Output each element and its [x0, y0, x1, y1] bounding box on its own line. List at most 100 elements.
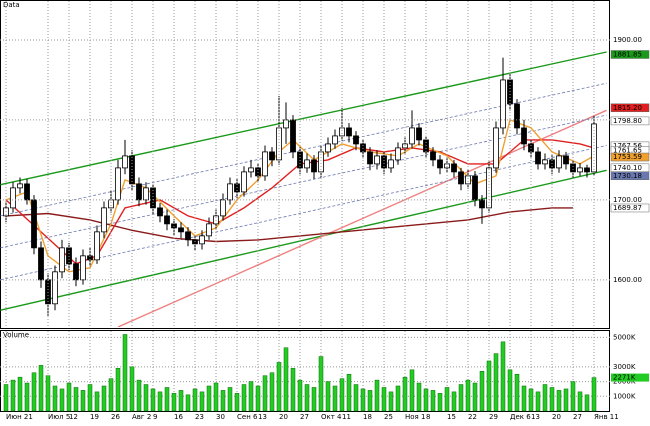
x-tick-label: 27: [300, 413, 309, 421]
volume-bar: [31, 372, 37, 412]
candle-body: [59, 247, 65, 273]
candle-body: [577, 167, 583, 173]
candle-body: [80, 255, 86, 281]
candle-body: [325, 143, 331, 153]
volume-bar: [262, 375, 268, 412]
candle-body: [521, 127, 527, 145]
candle-body: [101, 207, 107, 233]
volume-bar: [94, 391, 100, 412]
volume-bar: [311, 387, 317, 412]
candle-body: [122, 155, 128, 169]
candle-body: [430, 151, 436, 161]
volume-bar: [395, 385, 401, 412]
candle-body: [437, 159, 443, 169]
x-tick-label: 11: [342, 413, 351, 421]
volume-bar: [584, 394, 590, 412]
candle-body: [388, 159, 394, 169]
volume-bar: [80, 390, 86, 412]
volume-bar: [136, 379, 142, 412]
volume-bar: [234, 393, 240, 412]
volume-bar: [164, 387, 170, 412]
candle-body: [178, 227, 184, 233]
x-tick-label: 13: [258, 413, 267, 421]
volume-bar: [528, 388, 534, 412]
candle-body: [346, 127, 352, 137]
candle-body: [248, 167, 254, 173]
volume-bar: [248, 381, 254, 412]
volume-bar: [45, 375, 51, 412]
volume-bar: [17, 376, 23, 412]
candle-body: [108, 199, 114, 209]
volume-bar: [220, 390, 226, 412]
candle-body: [241, 171, 247, 193]
volume-bar: [52, 385, 58, 412]
volume-bar: [367, 390, 373, 412]
volume-panel: [0, 330, 610, 412]
candle-body: [199, 235, 205, 245]
volume-bar: [185, 394, 191, 412]
candle-body: [395, 147, 401, 161]
candle-body: [465, 175, 471, 185]
x-tick-label: 26: [111, 413, 120, 421]
candle-body: [514, 103, 520, 129]
x-tick-label: 27: [573, 413, 582, 421]
candle-body: [262, 151, 268, 177]
volume-bar: [290, 368, 296, 412]
price-tag: [610, 116, 650, 126]
volume-bar: [430, 390, 436, 412]
x-tick-label: Авг 2: [132, 413, 151, 421]
volume-bar: [255, 385, 261, 412]
volume-bar: [507, 369, 513, 412]
volume-bar: [304, 384, 310, 412]
volume-bar: [192, 388, 198, 412]
candle-body: [535, 151, 541, 165]
volume-bar: [73, 387, 79, 412]
candle-body: [17, 183, 23, 189]
volume-bar: [542, 384, 548, 412]
volume-bar: [451, 391, 457, 412]
volume-bar: [129, 366, 135, 412]
candle-body: [479, 199, 485, 209]
volume-bar: [206, 385, 212, 412]
volume-bar: [297, 379, 303, 412]
x-tick-label: Янв 11: [594, 413, 619, 421]
candle-body: [115, 167, 121, 201]
candle-body: [458, 171, 464, 185]
price-tag-label: 1753.59: [613, 153, 642, 161]
x-tick-label: 12: [69, 413, 78, 421]
candle-body: [227, 183, 233, 201]
x-tick-label: Ноя 1: [405, 413, 425, 421]
x-tick-label: 18: [363, 413, 372, 421]
candle-body: [416, 127, 422, 141]
overlay-line: [5, 118, 595, 273]
candle-body: [283, 119, 289, 129]
volume-bar: [465, 379, 471, 412]
volume-bar: [423, 388, 429, 412]
candle-body: [171, 223, 177, 229]
volume-bar: [409, 369, 415, 412]
candle-body: [332, 135, 338, 145]
price-tag-label: 1740.10: [613, 164, 642, 172]
x-tick-label: 19: [90, 413, 99, 421]
x-tick-label: Июн 21: [6, 413, 33, 421]
candle-body: [136, 183, 142, 201]
price-tag: [610, 171, 650, 181]
candle-body: [339, 127, 345, 137]
price-tag: [610, 50, 650, 59]
candle-body: [493, 127, 499, 169]
overlay-line: [0, 114, 607, 249]
x-tick-label: Окт 4: [321, 413, 342, 421]
volume-bar: [486, 360, 492, 412]
volume-bar: [66, 382, 72, 412]
volume-bar: [241, 384, 247, 412]
x-tick-label: 22: [468, 413, 477, 421]
candle-body: [556, 155, 562, 169]
x-tick-label: 29: [489, 413, 498, 421]
volume-bar: [101, 385, 107, 412]
candle-body: [276, 127, 282, 161]
candle-body: [185, 231, 191, 241]
candle-body: [353, 135, 359, 145]
candle-body: [38, 247, 44, 281]
candle-body: [94, 231, 100, 261]
candle-body: [24, 183, 30, 201]
